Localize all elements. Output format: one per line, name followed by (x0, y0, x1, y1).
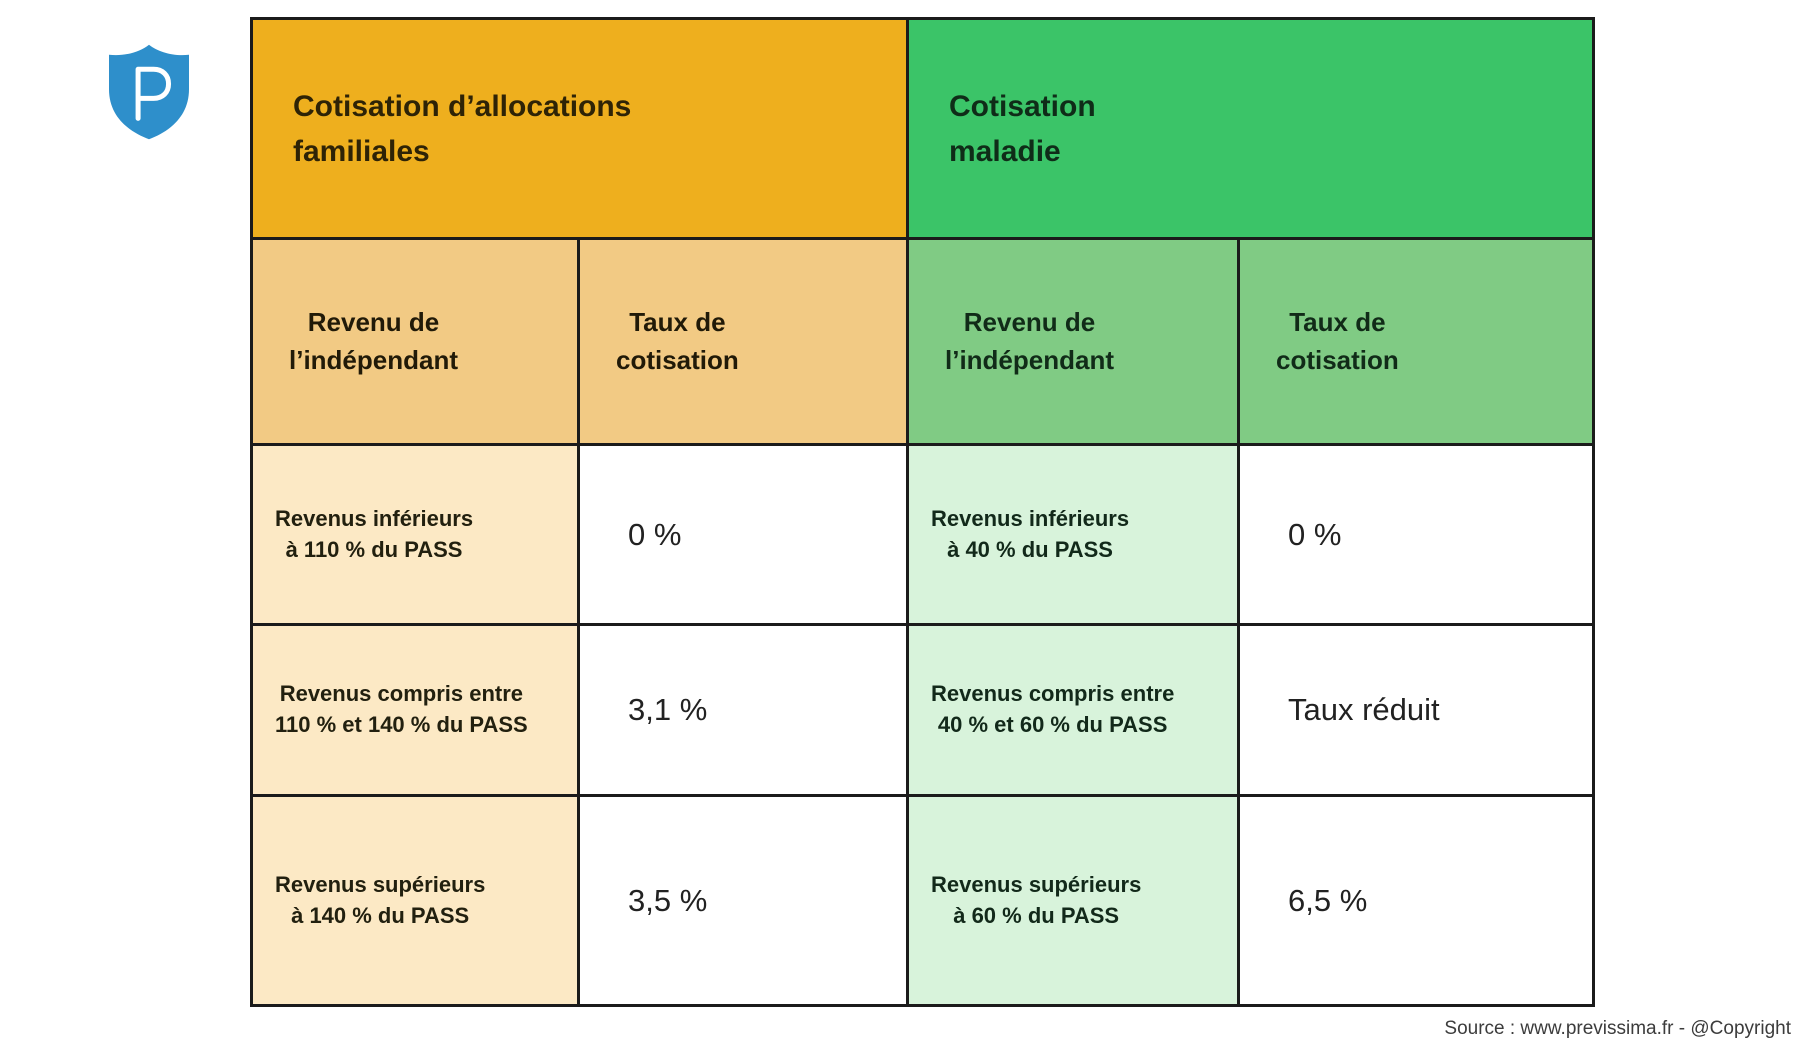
table-row-3-mal-revenu: Revenus supérieurs à 60 % du PASS (909, 797, 1240, 1004)
table-row-1-fam-taux: 0 % (580, 446, 909, 626)
table-row-2-fam-revenu: Revenus compris entre 110 % et 140 % du … (253, 626, 580, 797)
table-row-3-mal-taux: 6,5 % (1240, 797, 1592, 1004)
revenu-line: Revenus inférieurs (931, 505, 1130, 531)
header-cotisation-allocations-familiales: Cotisation d’allocations familiales (253, 20, 909, 240)
column-header-line: l’indépendant (945, 344, 1114, 375)
revenu-line: 110 % et 140 % du PASS (275, 712, 528, 737)
table-row-1-mal-taux: 0 % (1240, 446, 1592, 626)
group-title-line: maladie (949, 134, 1061, 168)
column-header-line: Revenu de (963, 306, 1096, 337)
table-row-3-fam-revenu: Revenus supérieurs à 140 % du PASS (253, 797, 580, 1004)
group-title-line: Cotisation (949, 89, 1096, 123)
previssima-logo (103, 42, 195, 142)
shield-icon (109, 44, 189, 140)
column-header-line: cotisation (1276, 344, 1399, 375)
column-header-line: cotisation (616, 344, 739, 375)
column-header-line: l’indépendant (289, 344, 458, 375)
column-header-revenu-mal: Revenu de l’indépendant (909, 240, 1240, 446)
column-header-line: Revenu de (307, 306, 440, 337)
column-header-line: Taux de (1289, 306, 1386, 337)
column-header-revenu-fam: Revenu de l’indépendant (253, 240, 580, 446)
revenu-line: Revenus supérieurs (931, 871, 1142, 897)
revenu-line: à 40 % du PASS (947, 536, 1113, 562)
revenu-line: Revenus supérieurs (275, 871, 486, 897)
column-header-taux-mal: Taux de cotisation (1240, 240, 1592, 446)
header-cotisation-maladie: Cotisation maladie (909, 20, 1592, 240)
logo-letter-p (135, 66, 172, 121)
revenu-line: Revenus compris entre (279, 681, 524, 707)
group-title-line: familiales (293, 134, 430, 168)
revenu-line: Revenus inférieurs (275, 505, 474, 531)
table-row-1-mal-revenu: Revenus inférieurs à 40 % du PASS (909, 446, 1240, 626)
column-header-taux-fam: Taux de cotisation (580, 240, 909, 446)
table-row-2-mal-revenu: Revenus compris entre 40 % et 60 % du PA… (909, 626, 1240, 797)
table-row-1-fam-revenu: Revenus inférieurs à 110 % du PASS (253, 446, 580, 626)
revenu-line: 40 % et 60 % du PASS (937, 712, 1168, 737)
revenu-line: à 60 % du PASS (953, 902, 1120, 928)
table-row-2-mal-taux: Taux réduit (1240, 626, 1592, 797)
revenu-line: à 110 % du PASS (285, 536, 463, 562)
group-title-line: Cotisation d’allocations (293, 89, 632, 123)
revenu-line: à 140 % du PASS (291, 902, 470, 928)
column-header-line: Taux de (629, 306, 726, 337)
source-credit: Source : www.previssima.fr - @Copyright (1444, 1018, 1791, 1039)
table-row-3-fam-taux: 3,5 % (580, 797, 909, 1004)
group-title: Cotisation maladie (949, 84, 1096, 174)
table-row-2-fam-taux: 3,1 % (580, 626, 909, 797)
cotisations-table: Cotisation d’allocations familiales Coti… (250, 17, 1595, 1007)
revenu-line: Revenus compris entre (931, 681, 1175, 707)
group-title: Cotisation d’allocations familiales (293, 84, 631, 174)
